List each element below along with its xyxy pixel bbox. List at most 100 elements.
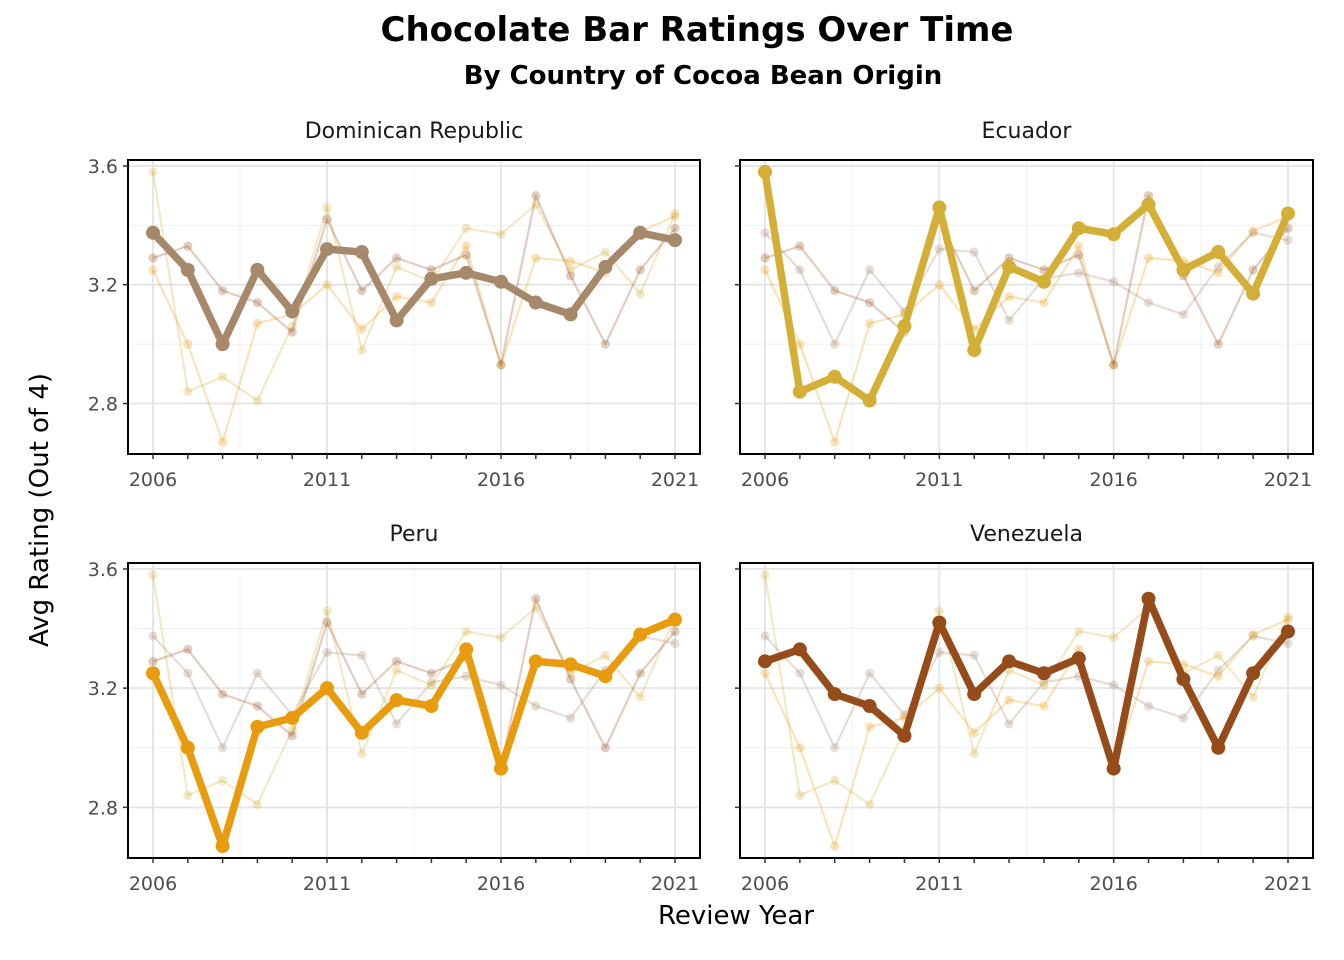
facet-label-ecuador: Ecuador [982,119,1073,144]
series-point-venezuela [1281,624,1295,639]
bg-series-point-ecuador [496,229,506,239]
bg-series-point-ecuador [392,665,402,675]
panel-border [739,562,1314,859]
series-point-ecuador [967,343,982,358]
series-point-venezuela [862,699,877,714]
bg-series-point-peru [1039,701,1049,711]
bg-series-point-venezuela [322,617,332,628]
series-point-venezuela [967,687,982,702]
series-point-venezuela [897,728,912,743]
facet-panel-dominican-republic: Dominican Republic 2.8 3.2 3.6 2006 2011 2016 2… [88,119,701,491]
series-point-ecuador [1211,245,1226,260]
bg-series-point-venezuela [252,701,262,711]
bg-series-point-ecuador [969,749,979,759]
x-tick-label: 2006 [741,873,789,895]
bg-series-point-venezuela [635,265,645,275]
series-point-dominican-republic [563,307,578,322]
bg-series-point-dominican-republic [1143,297,1154,308]
bg-series-point-peru [252,318,262,328]
series-point-dominican-republic [389,313,404,328]
bg-series-point-venezuela [600,743,611,753]
series-point-venezuela [1036,666,1051,681]
bg-series-point-peru [865,722,875,732]
bg-series-line-ecuador [151,171,677,402]
series-point-ecuador [1281,206,1295,221]
series-point-venezuela [827,687,842,702]
bg-series-point-venezuela [287,731,297,741]
bg-series-point-venezuela [566,271,576,281]
bg-series-point-peru [1039,297,1049,308]
x-tick-label: 2021 [651,873,699,895]
bg-series-point-ecuador [183,387,193,397]
bg-series-point-ecuador [795,790,805,801]
bg-series-point-dominican-republic [322,647,332,657]
series-point-venezuela [1002,654,1017,669]
series-point-peru [285,710,300,725]
bg-series-point-ecuador [1248,692,1258,702]
bg-series-point-peru [531,253,541,263]
bg-series-point-dominican-republic [795,668,805,678]
x-tick-label: 2016 [1089,873,1137,895]
series-line-dominican-republic [149,229,679,348]
series-point-dominican-republic [180,262,195,277]
series-point-venezuela [1141,591,1156,606]
bg-series-point-peru [1213,268,1223,278]
bg-series-point-peru [461,241,471,251]
bg-series-point-peru [934,683,944,693]
bg-series-line-ecuador [763,574,1290,806]
chart-title: Chocolate Bar Ratings Over Time [381,10,1014,50]
bg-series-point-ecuador [218,775,228,786]
bg-series-point-peru [795,743,805,753]
series-point-venezuela [1246,666,1261,681]
bg-series-point-ecuador [357,749,367,759]
x-tick-label: 2011 [915,469,963,491]
bg-series-point-peru [670,211,680,222]
series-point-dominican-republic [459,265,474,280]
bg-series-point-dominican-republic [760,228,770,238]
series-point-peru [215,839,230,854]
bg-series-point-peru [830,841,840,851]
bg-series-point-ecuador [218,372,228,382]
panel-border [127,159,701,455]
series-point-peru [424,699,439,714]
bg-series-point-ecuador [600,650,611,660]
series-point-peru [598,669,613,684]
x-axis-title: Review Year [658,901,814,931]
bg-series-point-peru [830,437,840,447]
bg-series-point-ecuador [148,570,158,580]
series-point-dominican-republic [250,262,265,277]
bg-series-point-venezuela [670,626,680,637]
chart-subtitle: By Country of Cocoa Bean Origin [464,61,943,91]
bg-series-point-ecuador [566,265,576,275]
series-point-peru [354,725,369,740]
bg-series-point-peru [357,324,367,334]
bg-series-point-ecuador [461,223,471,233]
bg-series-point-peru [1248,226,1258,236]
bg-series-point-dominican-republic [969,650,979,660]
bg-series-point-venezuela [670,223,680,233]
series-point-ecuador [862,393,877,408]
bg-series-point-dominican-republic [1248,631,1258,641]
bg-series-point-ecuador [670,208,680,219]
series-point-ecuador [1106,227,1121,242]
bg-series-point-venezuela [461,250,471,260]
bg-series-point-peru [1143,656,1154,666]
series-point-dominican-republic [146,225,160,240]
bg-series-point-dominican-republic [218,743,228,753]
series-point-peru [528,654,543,669]
y-tick-label: 3.2 [88,678,118,700]
bg-series-point-venezuela [566,674,576,684]
bg-series-point-dominican-republic [392,719,402,729]
series-point-dominican-republic [424,271,439,286]
series-point-venezuela [932,615,947,630]
bg-series-point-venezuela [426,668,436,678]
series-point-venezuela [1211,740,1226,755]
bg-series-point-venezuela [1074,250,1084,260]
series-point-dominican-republic [598,259,613,274]
bg-series-point-ecuador [461,626,471,637]
series-point-dominican-republic [528,295,543,310]
bg-series-point-venezuela [1213,339,1223,349]
bg-series-point-dominican-republic [1039,677,1049,687]
series-point-ecuador [1141,197,1156,212]
bg-series-point-venezuela [252,297,262,308]
